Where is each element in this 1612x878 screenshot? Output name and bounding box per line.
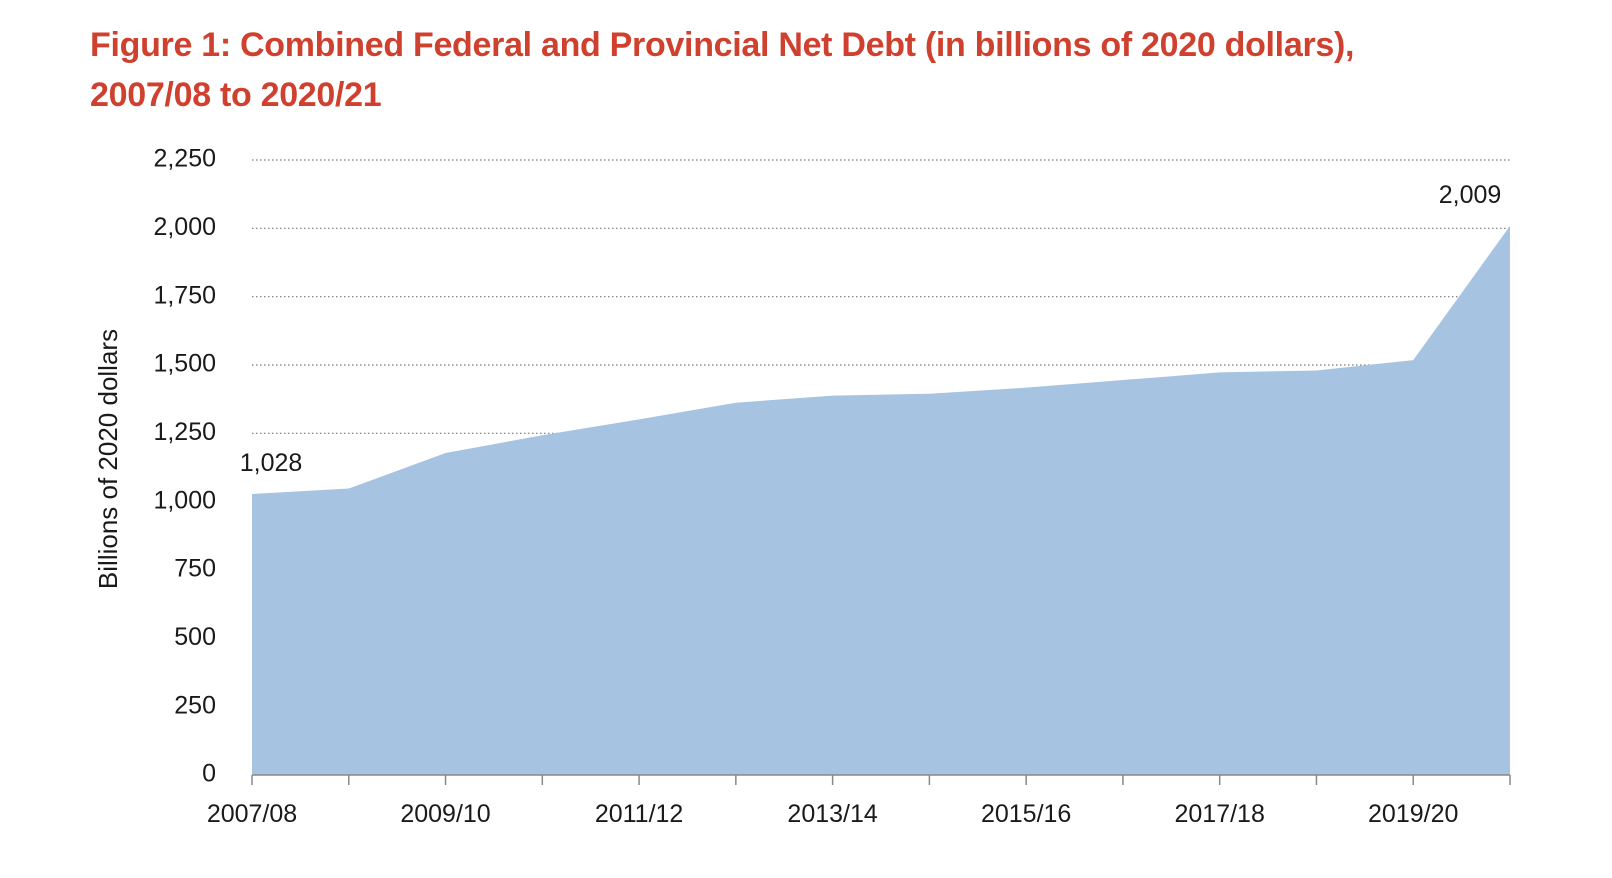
x-tick-labels: 2007/08 2009/10 2011/12 2013/14 2015/16 2017/… [207, 800, 1459, 828]
y-tick-label: 2,250 [153, 145, 216, 173]
x-tick-label: 2015/16 [981, 800, 1071, 828]
area-series [252, 225, 1510, 775]
x-tick-label: 2007/08 [207, 800, 297, 828]
x-tick-label: 2013/14 [787, 800, 877, 828]
y-tick-label: 1,500 [153, 350, 216, 378]
y-tick-label: 500 [174, 623, 216, 651]
x-axis [251, 774, 1511, 785]
y-tick-label: 250 [174, 691, 216, 719]
data-label: 2,009 [1439, 181, 1502, 209]
y-tick-label: 0 [202, 760, 216, 788]
y-axis-title: Billions of 2020 dollars [93, 329, 123, 589]
x-tick-label: 2019/20 [1368, 800, 1458, 828]
data-label: 1,028 [240, 449, 303, 477]
y-tick-label: 1,000 [153, 486, 216, 514]
x-tick-label: 2017/18 [1175, 800, 1265, 828]
chart-title-line-1: Figure 1: Combined Federal and Provincia… [90, 26, 1355, 64]
area-series-fill [252, 225, 1510, 775]
chart-title-line-2: 2007/08 to 2020/21 [90, 76, 382, 114]
y-tick-label: 1,250 [153, 418, 216, 446]
x-tick-label: 2011/12 [595, 800, 684, 828]
chart-title: Figure 1: Combined Federal and Provincia… [90, 20, 1570, 120]
y-tick-labels: 0 250 500 750 1,000 1,250 1,500 1,750 2,000 2,250 [153, 145, 216, 788]
data-labels: 1,028 2,009 [240, 181, 1502, 477]
y-tick-label: 750 [174, 555, 216, 583]
x-tick-label: 2009/10 [400, 800, 490, 828]
y-tick-label: 2,000 [153, 213, 216, 241]
y-tick-label: 1,750 [153, 281, 216, 309]
